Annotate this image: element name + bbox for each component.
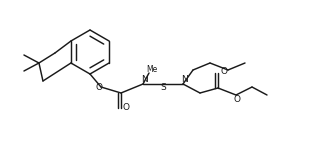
Text: N: N <box>141 75 147 85</box>
Text: Me: Me <box>146 66 158 74</box>
Text: O: O <box>96 84 102 92</box>
Text: O: O <box>220 68 228 76</box>
Text: O: O <box>233 94 240 104</box>
Text: N: N <box>181 75 188 85</box>
Text: O: O <box>123 103 129 111</box>
Text: S: S <box>160 84 166 92</box>
